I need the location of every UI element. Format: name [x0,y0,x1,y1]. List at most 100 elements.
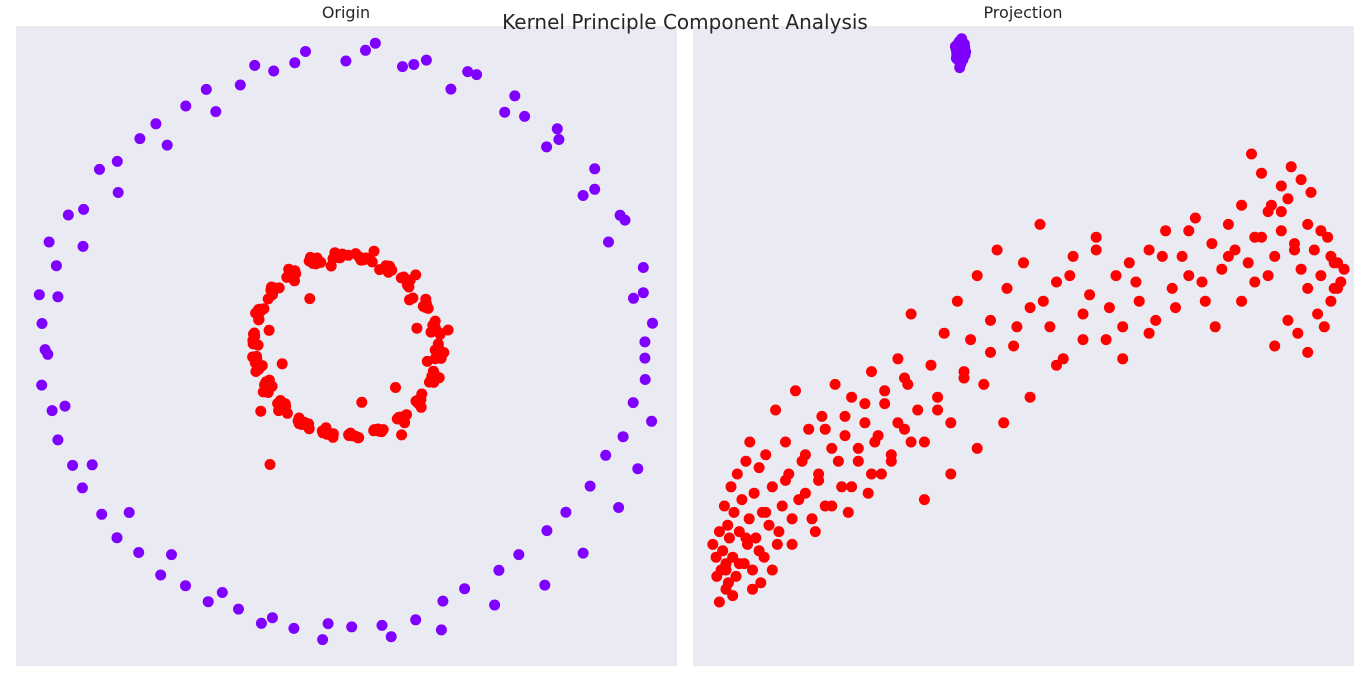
origin-point-0-0 [360,44,371,56]
origin-point-0-35 [499,106,511,118]
origin-point-0-81 [288,622,300,634]
origin-point-0-80 [346,621,358,633]
origin-point-1-178 [396,429,408,441]
projection-point-1-133 [753,545,765,557]
projection-point-1-127 [713,596,725,608]
projection-point-1-50 [836,481,848,493]
origin-point-0-88 [39,344,51,356]
origin-point-0-87 [46,405,58,417]
projection-point-1-37 [780,436,791,448]
projection-point-1-191 [1292,327,1304,339]
projection-point-1-3 [713,526,725,538]
projection-point-1-34 [770,404,782,416]
projection-point-1-165 [1024,391,1036,403]
origin-point-1-150 [415,401,427,413]
projection-point-1-174 [1143,327,1155,339]
projection-point-1-56 [862,487,874,499]
projection-panel: Projection [693,3,1354,666]
projection-point-1-131 [740,532,752,544]
origin-point-0-38 [603,236,614,248]
origin-point-0-43 [613,502,625,513]
projection-point-1-90 [1090,231,1102,243]
projection-point-1-53 [846,391,858,403]
projection-point-1-147 [846,481,858,493]
origin-point-1-180 [356,396,368,408]
projection-point-1-175 [1156,250,1168,262]
origin-point-1-161 [262,293,274,305]
origin-point-0-69 [553,134,565,145]
origin-point-0-41 [646,415,658,427]
origin-point-0-51 [216,587,228,598]
origin-point-0-63 [234,79,246,91]
projection-point-1-109 [1242,257,1254,269]
projection-point-1-22 [743,513,755,525]
projection-point-1-35 [771,538,783,550]
origin-point-0-54 [86,459,98,471]
origin-point-1-171 [401,409,412,421]
projection-point-1-49 [829,378,841,390]
projection-point-1-144 [826,500,838,512]
projection-point-1-158 [932,404,944,416]
projection-point-1-43 [803,423,815,435]
origin-point-0-23 [36,379,48,391]
projection-point-1-84 [1044,321,1056,333]
projection-point-1-12 [725,481,737,493]
origin-point-0-18 [202,596,214,608]
origin-point-1-153 [442,324,454,336]
projection-title: Projection [983,3,1062,22]
origin-point-0-16 [317,634,329,646]
origin-point-0-3 [509,90,521,102]
origin-point-1-173 [427,365,439,377]
origin-point-1-185 [368,245,380,257]
projection-point-1-66 [912,404,924,416]
projection-point-1-161 [971,442,983,454]
projection-point-1-62 [892,353,904,365]
projection-point-1-154 [892,417,904,429]
origin-point-0-42 [632,463,644,475]
projection-point-1-130 [733,558,745,570]
projection-point-1-106 [1222,218,1234,230]
origin-point-1-159 [303,255,315,267]
origin-point-0-72 [637,287,649,299]
origin-point-0-90 [77,240,89,252]
origin-point-0-86 [67,459,79,471]
origin-point-0-37 [577,190,589,201]
projection-point-1-138 [786,538,798,550]
projection-point-1-40 [790,385,801,397]
projection-point-1-9 [722,519,734,531]
projection-point-1-24 [747,564,758,576]
projection-point-1-77 [985,314,996,326]
projection-point-1-141 [806,513,818,525]
origin-point-0-67 [471,69,483,81]
projection-point-1-166 [1037,295,1049,307]
origin-point-1-182 [289,275,300,287]
origin-point-0-52 [166,549,177,561]
origin-point-0-71 [619,214,631,226]
origin-point-0-2 [462,66,474,78]
projection-point-1-15 [730,570,742,582]
projection-plot-area [693,26,1354,666]
projection-point-1-67 [918,436,930,448]
projection-point-1-88 [1077,308,1089,320]
projection-point-0-29 [956,49,968,60]
projection-point-1-5 [717,545,729,557]
origin-point-0-25 [50,260,62,272]
projection-point-1-190 [1282,314,1294,326]
origin-point-0-5 [589,163,601,175]
origin-point-0-77 [513,549,525,561]
projection-point-1-157 [918,494,930,506]
projection-point-1-187 [1315,225,1327,237]
projection-point-1-179 [1209,321,1221,333]
origin-point-1-186 [304,293,316,305]
projection-point-1-104 [1206,238,1218,250]
projection-point-1-96 [1143,244,1155,256]
projection-point-1-188 [1328,257,1340,269]
projection-point-1-69 [932,391,944,403]
projection-point-1-48 [826,442,838,454]
origin-point-0-22 [52,434,64,446]
projection-point-1-78 [991,244,1003,256]
origin-point-0-8 [647,317,658,329]
projection-point-1-129 [727,590,739,602]
projection-point-1-169 [1077,334,1089,346]
projection-point-1-91 [1100,334,1112,346]
